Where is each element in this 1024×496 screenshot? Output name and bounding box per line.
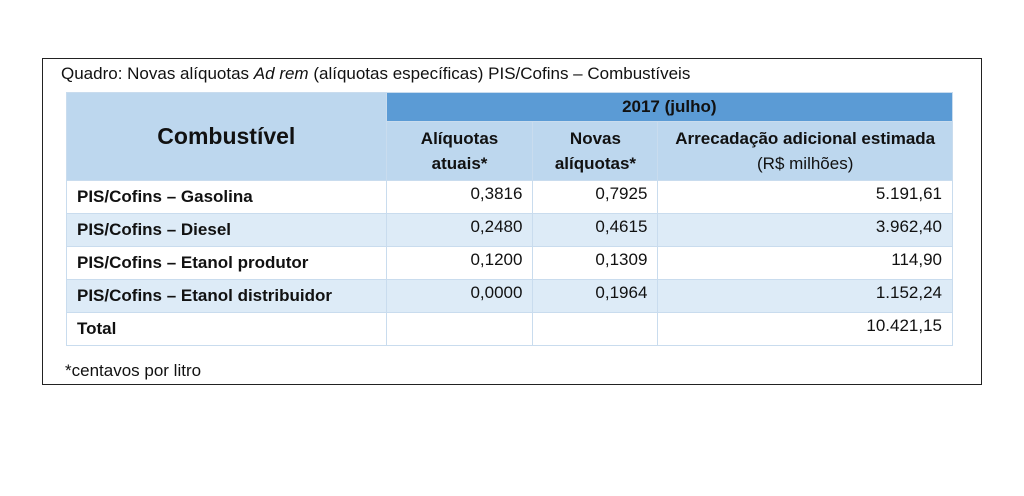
cell: 0,4615 — [532, 213, 659, 247]
cell: 3.962,40 — [657, 213, 953, 247]
header-row: Alíquotas atuais* Novas alíquotas* Arrec… — [67, 121, 953, 181]
cell: PIS/Cofins – Gasolina — [66, 180, 387, 214]
table: Combustível 2017 (julho) Alíquotas atuai… — [66, 92, 954, 346]
cell: 0,3816 — [385, 180, 534, 214]
cell: PIS/Cofins – Diesel — [66, 213, 387, 247]
footnote: *centavos por litro — [65, 361, 202, 380]
header-text: Arrecadação adicional estimada — [675, 129, 936, 148]
header-cell: Arrecadação adicional estimada (R$ milhõ… — [657, 121, 953, 181]
cell: PIS/Cofins – Etanol produtor — [66, 246, 387, 280]
row: PIS/Cofins – Gasolina 0,3816 0,7925 5.191,6… — [66, 180, 953, 214]
cell — [385, 312, 534, 346]
row: PIS/Cofins – Diesel 0,2480 0,4615 3.962,40 — [66, 213, 953, 247]
header-unit: (R$ milhões) — [757, 154, 854, 173]
cell: 0,0000 — [385, 279, 534, 313]
header-cell: Combustível — [66, 92, 387, 181]
title-text: (alíquotas específicas) PIS/Cofins – Com… — [313, 64, 691, 83]
title-italic: Ad rem — [253, 64, 309, 83]
cell: 0,1964 — [532, 279, 659, 313]
cell: PIS/Cofins – Etanol distribuidor — [66, 279, 387, 313]
cell: 0,7925 — [532, 180, 659, 214]
header-cell: Alíquotas atuais* — [385, 121, 534, 181]
title-text: Quadro: Novas alíquotas — [61, 64, 250, 83]
header-cell: Novas alíquotas* — [532, 121, 659, 181]
row: Total 10.421,15 — [66, 312, 953, 346]
cell — [532, 312, 659, 346]
header-row: Combustível 2017 (julho) — [66, 92, 954, 181]
frame: Quadro: Novas alíquotas Ad rem (alíquota… — [42, 58, 982, 385]
cell: 0,2480 — [385, 213, 534, 247]
title: Quadro: Novas alíquotas Ad rem (alíquota… — [61, 64, 690, 84]
row: PIS/Cofins – Etanol distribuidor 0,0000 0,… — [66, 279, 953, 313]
cell: 10.421,15 — [657, 312, 953, 346]
cell: 0,1200 — [385, 246, 534, 280]
cell: 1.152,24 — [657, 279, 953, 313]
cell: 5.191,61 — [657, 180, 953, 214]
cell: Total — [66, 312, 387, 346]
header-cell: 2017 (julho) — [385, 92, 954, 122]
cell: 114,90 — [657, 246, 953, 280]
cell: 0,1309 — [532, 246, 659, 280]
row: PIS/Cofins – Etanol produtor 0,1200 0,1309… — [66, 246, 953, 280]
